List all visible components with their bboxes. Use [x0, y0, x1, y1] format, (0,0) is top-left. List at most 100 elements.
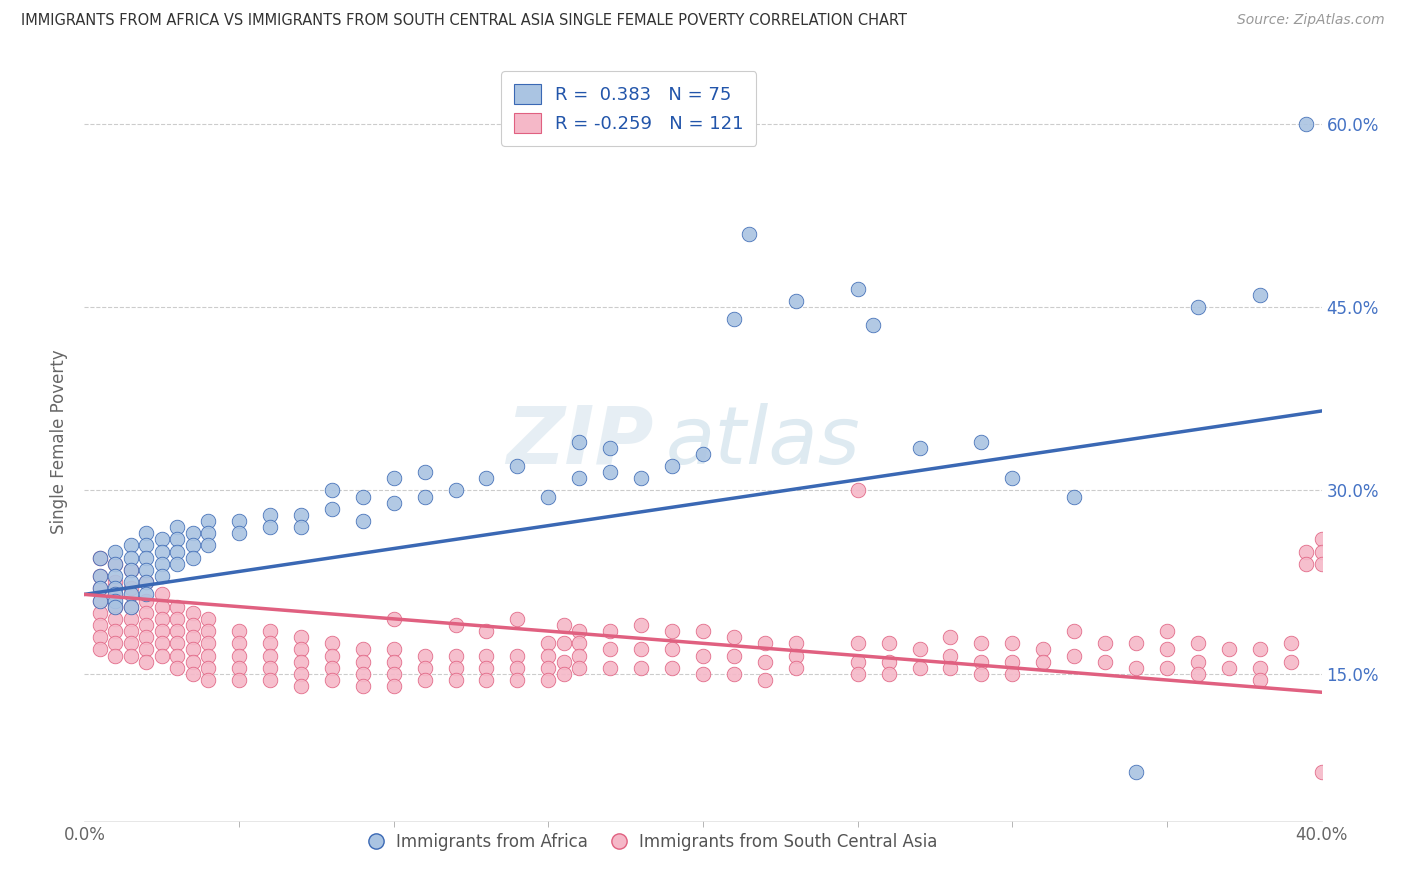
Point: [166, 544, 188, 558]
Point: [568, 636, 591, 650]
Point: [120, 563, 142, 577]
Point: [382, 642, 405, 657]
Point: [970, 655, 993, 669]
Point: [228, 526, 250, 541]
Point: [89, 642, 111, 657]
Point: [181, 526, 204, 541]
Point: [1249, 642, 1271, 657]
Point: [228, 636, 250, 650]
Point: [1032, 655, 1054, 669]
Point: [321, 636, 343, 650]
Point: [259, 648, 281, 663]
Point: [1125, 636, 1147, 650]
Point: [104, 557, 127, 571]
Point: [166, 661, 188, 675]
Point: [135, 575, 157, 590]
Point: [228, 661, 250, 675]
Point: [599, 661, 621, 675]
Point: [506, 648, 529, 663]
Point: [181, 606, 204, 620]
Point: [197, 673, 219, 687]
Point: [135, 642, 157, 657]
Point: [1001, 655, 1024, 669]
Point: [352, 666, 374, 681]
Point: [846, 655, 869, 669]
Point: [135, 550, 157, 565]
Point: [1295, 544, 1317, 558]
Point: [166, 648, 188, 663]
Point: [785, 648, 807, 663]
Point: [120, 636, 142, 650]
Point: [413, 661, 436, 675]
Point: [1125, 661, 1147, 675]
Point: [181, 655, 204, 669]
Point: [150, 557, 173, 571]
Point: [150, 612, 173, 626]
Point: [630, 618, 652, 632]
Point: [228, 514, 250, 528]
Point: [321, 501, 343, 516]
Point: [568, 661, 591, 675]
Point: [382, 471, 405, 485]
Point: [135, 575, 157, 590]
Point: [197, 526, 219, 541]
Point: [692, 624, 714, 639]
Point: [970, 434, 993, 449]
Point: [197, 612, 219, 626]
Point: [150, 636, 173, 650]
Point: [197, 661, 219, 675]
Point: [939, 630, 962, 644]
Point: [181, 666, 204, 681]
Point: [259, 520, 281, 534]
Point: [1063, 648, 1085, 663]
Point: [89, 582, 111, 596]
Point: [135, 587, 157, 601]
Point: [877, 655, 900, 669]
Point: [321, 648, 343, 663]
Point: [290, 655, 312, 669]
Point: [89, 593, 111, 607]
Point: [321, 483, 343, 498]
Point: [692, 648, 714, 663]
Point: [120, 599, 142, 614]
Point: [970, 666, 993, 681]
Point: [846, 636, 869, 650]
Point: [150, 569, 173, 583]
Point: [135, 630, 157, 644]
Point: [259, 636, 281, 650]
Point: [413, 648, 436, 663]
Point: [197, 624, 219, 639]
Point: [321, 673, 343, 687]
Point: [166, 636, 188, 650]
Point: [166, 612, 188, 626]
Point: [1249, 673, 1271, 687]
Point: [939, 648, 962, 663]
Point: [290, 666, 312, 681]
Point: [970, 636, 993, 650]
Point: [290, 508, 312, 522]
Point: [1295, 117, 1317, 131]
Point: [135, 563, 157, 577]
Point: [1094, 636, 1116, 650]
Point: [382, 496, 405, 510]
Point: [181, 618, 204, 632]
Point: [104, 582, 127, 596]
Point: [475, 661, 498, 675]
Point: [661, 458, 683, 473]
Point: [150, 533, 173, 547]
Point: [599, 441, 621, 455]
Point: [1279, 655, 1302, 669]
Point: [475, 624, 498, 639]
Point: [197, 636, 219, 650]
Point: [1310, 764, 1333, 779]
Point: [630, 471, 652, 485]
Point: [754, 673, 776, 687]
Point: [166, 520, 188, 534]
Point: [352, 490, 374, 504]
Point: [1218, 642, 1240, 657]
Point: [1156, 642, 1178, 657]
Point: [104, 587, 127, 601]
Point: [877, 636, 900, 650]
Point: [135, 593, 157, 607]
Point: [290, 679, 312, 693]
